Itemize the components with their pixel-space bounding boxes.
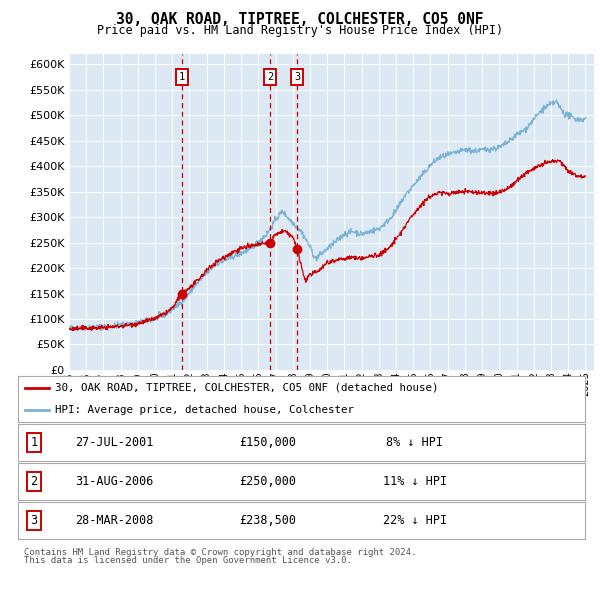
Text: 22% ↓ HPI: 22% ↓ HPI: [383, 514, 447, 527]
Text: Contains HM Land Registry data © Crown copyright and database right 2024.: Contains HM Land Registry data © Crown c…: [24, 548, 416, 557]
Text: 30, OAK ROAD, TIPTREE, COLCHESTER, CO5 0NF: 30, OAK ROAD, TIPTREE, COLCHESTER, CO5 0…: [116, 12, 484, 27]
Text: 27-JUL-2001: 27-JUL-2001: [75, 436, 154, 449]
Text: This data is licensed under the Open Government Licence v3.0.: This data is licensed under the Open Gov…: [24, 556, 352, 565]
Text: 28-MAR-2008: 28-MAR-2008: [75, 514, 154, 527]
Text: £150,000: £150,000: [239, 436, 296, 449]
Text: 31-AUG-2006: 31-AUG-2006: [75, 475, 154, 488]
Text: 3: 3: [294, 72, 300, 82]
Text: 2: 2: [31, 475, 37, 488]
Text: Price paid vs. HM Land Registry's House Price Index (HPI): Price paid vs. HM Land Registry's House …: [97, 24, 503, 37]
Text: 8% ↓ HPI: 8% ↓ HPI: [386, 436, 443, 449]
Text: 3: 3: [31, 514, 37, 527]
Text: 11% ↓ HPI: 11% ↓ HPI: [383, 475, 447, 488]
Text: 30, OAK ROAD, TIPTREE, COLCHESTER, CO5 0NF (detached house): 30, OAK ROAD, TIPTREE, COLCHESTER, CO5 0…: [55, 383, 439, 393]
Text: £250,000: £250,000: [239, 475, 296, 488]
Text: 1: 1: [179, 72, 185, 82]
Text: HPI: Average price, detached house, Colchester: HPI: Average price, detached house, Colc…: [55, 405, 354, 415]
Text: 1: 1: [31, 436, 37, 449]
Text: 2: 2: [267, 72, 273, 82]
Text: £238,500: £238,500: [239, 514, 296, 527]
